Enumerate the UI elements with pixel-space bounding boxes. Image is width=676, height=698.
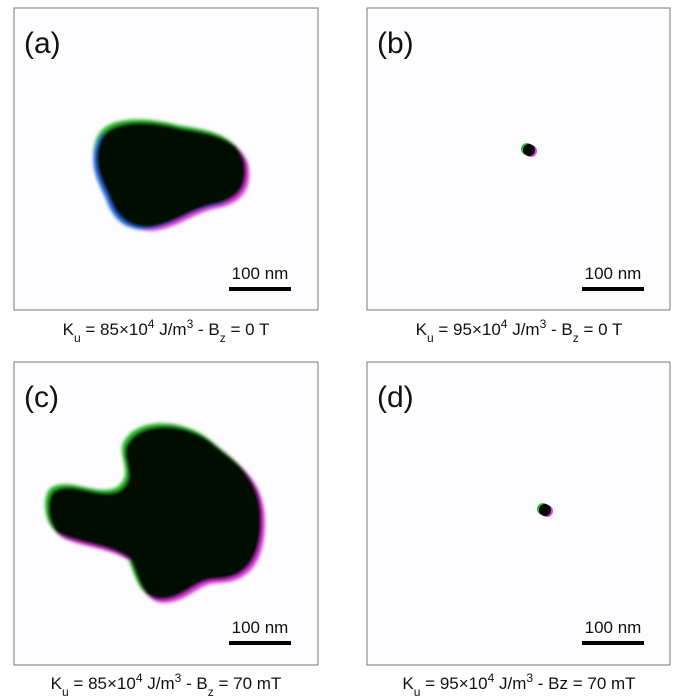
caption-part: = 0 T [226, 320, 270, 339]
caption-part: - B [181, 674, 207, 693]
caption-part: K [402, 674, 414, 693]
caption: Ku = 95×104 J/m3 - Bz = 0 T [416, 317, 623, 345]
caption-part: u [414, 685, 421, 698]
caption-part: = 70 mT [214, 674, 282, 693]
caption-part: J/m [494, 674, 526, 693]
caption-part: u [427, 331, 434, 345]
caption-part: = 85×10 [69, 674, 136, 693]
scale-label: 100 nm [585, 264, 642, 283]
caption-part: J/m [143, 674, 175, 693]
caption-part: J/m [507, 320, 539, 339]
scale-bar [229, 641, 291, 645]
scale-label: 100 nm [232, 264, 289, 283]
panel-label: (d) [377, 381, 414, 414]
caption-part: = 0 T [579, 320, 623, 339]
caption-part: J/m [154, 320, 186, 339]
caption-part: = 95×10 [434, 320, 501, 339]
figure: (a) 100 nm Ku = 85×104 J/m3 - Bz = 0 T (b) 1… [0, 0, 676, 698]
caption-part: u [74, 331, 81, 345]
panel-label: (b) [377, 27, 414, 60]
caption-part: K [63, 320, 75, 339]
panel-label: (a) [24, 27, 61, 60]
scale-bar [582, 287, 644, 291]
caption: Ku = 85×104 J/m3 - Bz = 0 T [63, 317, 270, 345]
scale-label: 100 nm [232, 618, 289, 637]
caption-part: u [62, 685, 69, 698]
caption: Ku = 95×104 J/m3 - Bz = 70 mT [402, 671, 635, 698]
scale-label: 100 nm [585, 618, 642, 637]
scale-bar [229, 287, 291, 291]
caption-part: - Bz = 70 mT [533, 674, 636, 693]
caption-part: K [51, 674, 63, 693]
caption-part: - B [546, 320, 572, 339]
panel-label: (c) [24, 381, 59, 414]
scale-bar [582, 641, 644, 645]
caption-part: = 95×10 [420, 674, 487, 693]
caption-part: - B [193, 320, 219, 339]
caption-part: = 85×10 [81, 320, 148, 339]
caption: Ku = 85×104 J/m3 - Bz = 70 mT [51, 671, 282, 698]
caption-part: K [416, 320, 428, 339]
